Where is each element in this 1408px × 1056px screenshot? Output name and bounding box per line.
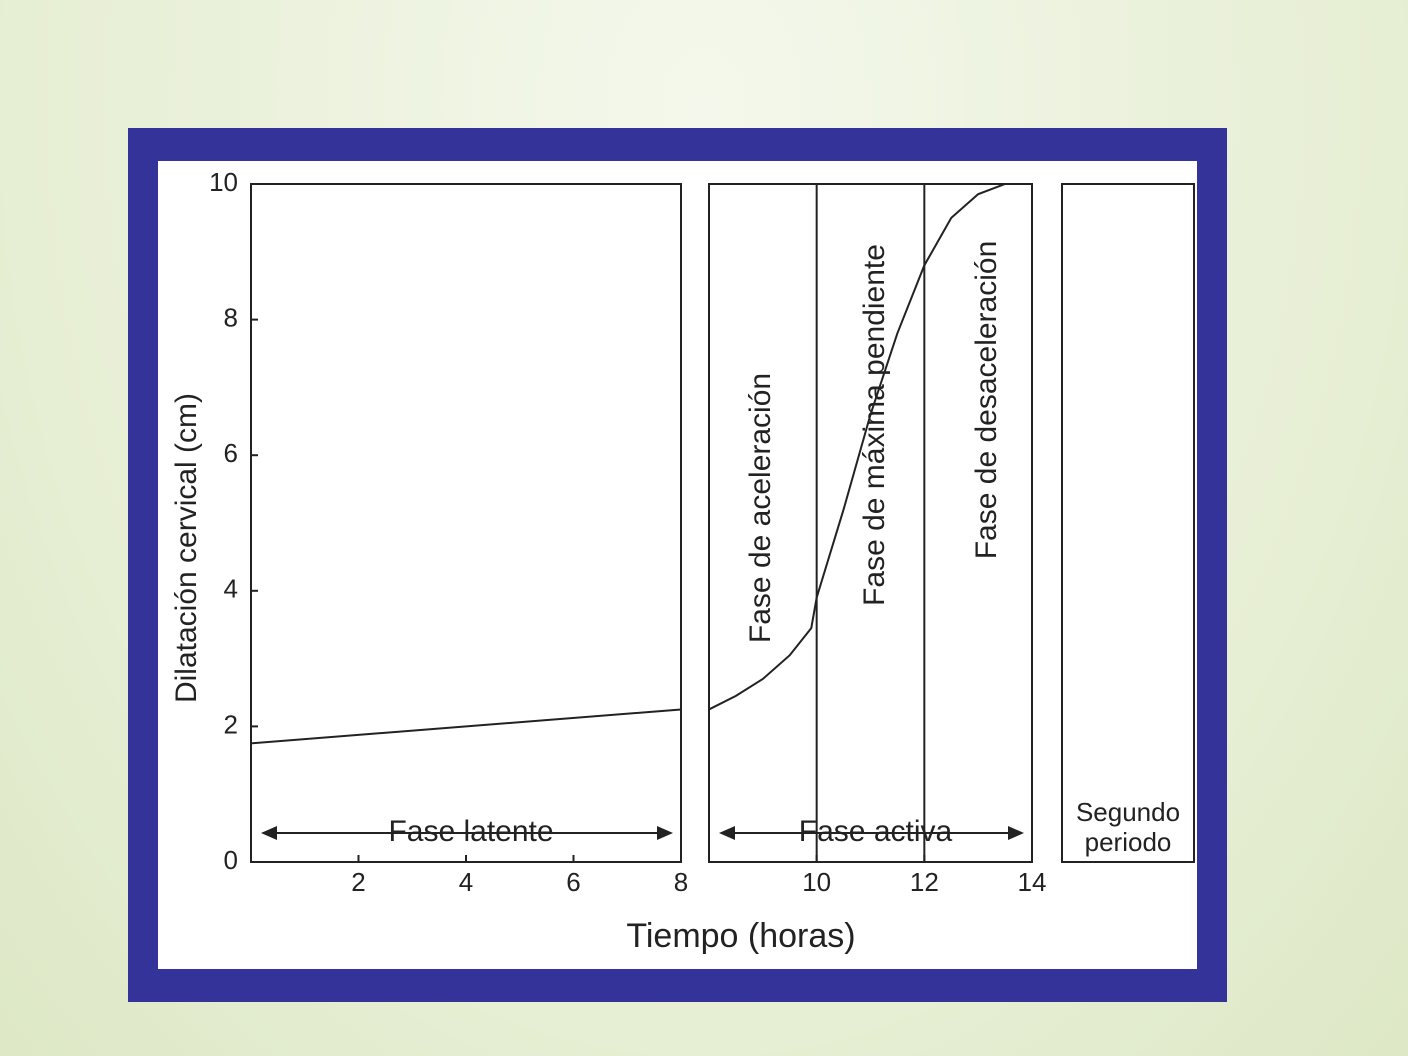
arrow-head <box>657 826 673 840</box>
x-tick-label: 10 <box>802 867 831 897</box>
y-tick-label: 8 <box>224 302 238 332</box>
x-tick-label: 6 <box>566 867 580 897</box>
curve <box>250 708 682 745</box>
y-tick-label: 2 <box>224 709 238 739</box>
arrow-head <box>261 826 277 840</box>
x-tick-label: 2 <box>351 867 365 897</box>
curve <box>708 183 1032 711</box>
x-tick-label: 8 <box>674 867 688 897</box>
plot-background <box>158 161 1197 969</box>
y-axis-label: Dilatación cervical (cm) <box>170 393 203 703</box>
x-tick-label: 12 <box>910 867 939 897</box>
phase-name: periodo <box>1085 827 1172 857</box>
y-tick-label: 0 <box>224 845 238 875</box>
y-tick-label: 10 <box>209 167 238 197</box>
x-axis-label: Tiempo (horas) <box>626 917 855 955</box>
x-tick-label: 4 <box>459 867 473 897</box>
phase-label: Fase de máxima pendiente <box>858 244 891 606</box>
phase-name: Fase activa <box>799 815 953 848</box>
panel-box <box>1061 183 1195 863</box>
y-tick-label: 6 <box>224 438 238 468</box>
y-tick-label: 4 <box>224 574 238 604</box>
x-tick-label: 14 <box>1018 867 1047 897</box>
arrow-head <box>719 826 735 840</box>
phase-name: Segundo <box>1076 797 1180 827</box>
arrow-head <box>1008 826 1024 840</box>
phase-label: Fase de aceleración <box>744 373 777 643</box>
phase-name: Fase latente <box>388 815 553 848</box>
phase-label: Fase de desaceleración <box>970 241 1003 560</box>
panel-box <box>708 183 1033 863</box>
